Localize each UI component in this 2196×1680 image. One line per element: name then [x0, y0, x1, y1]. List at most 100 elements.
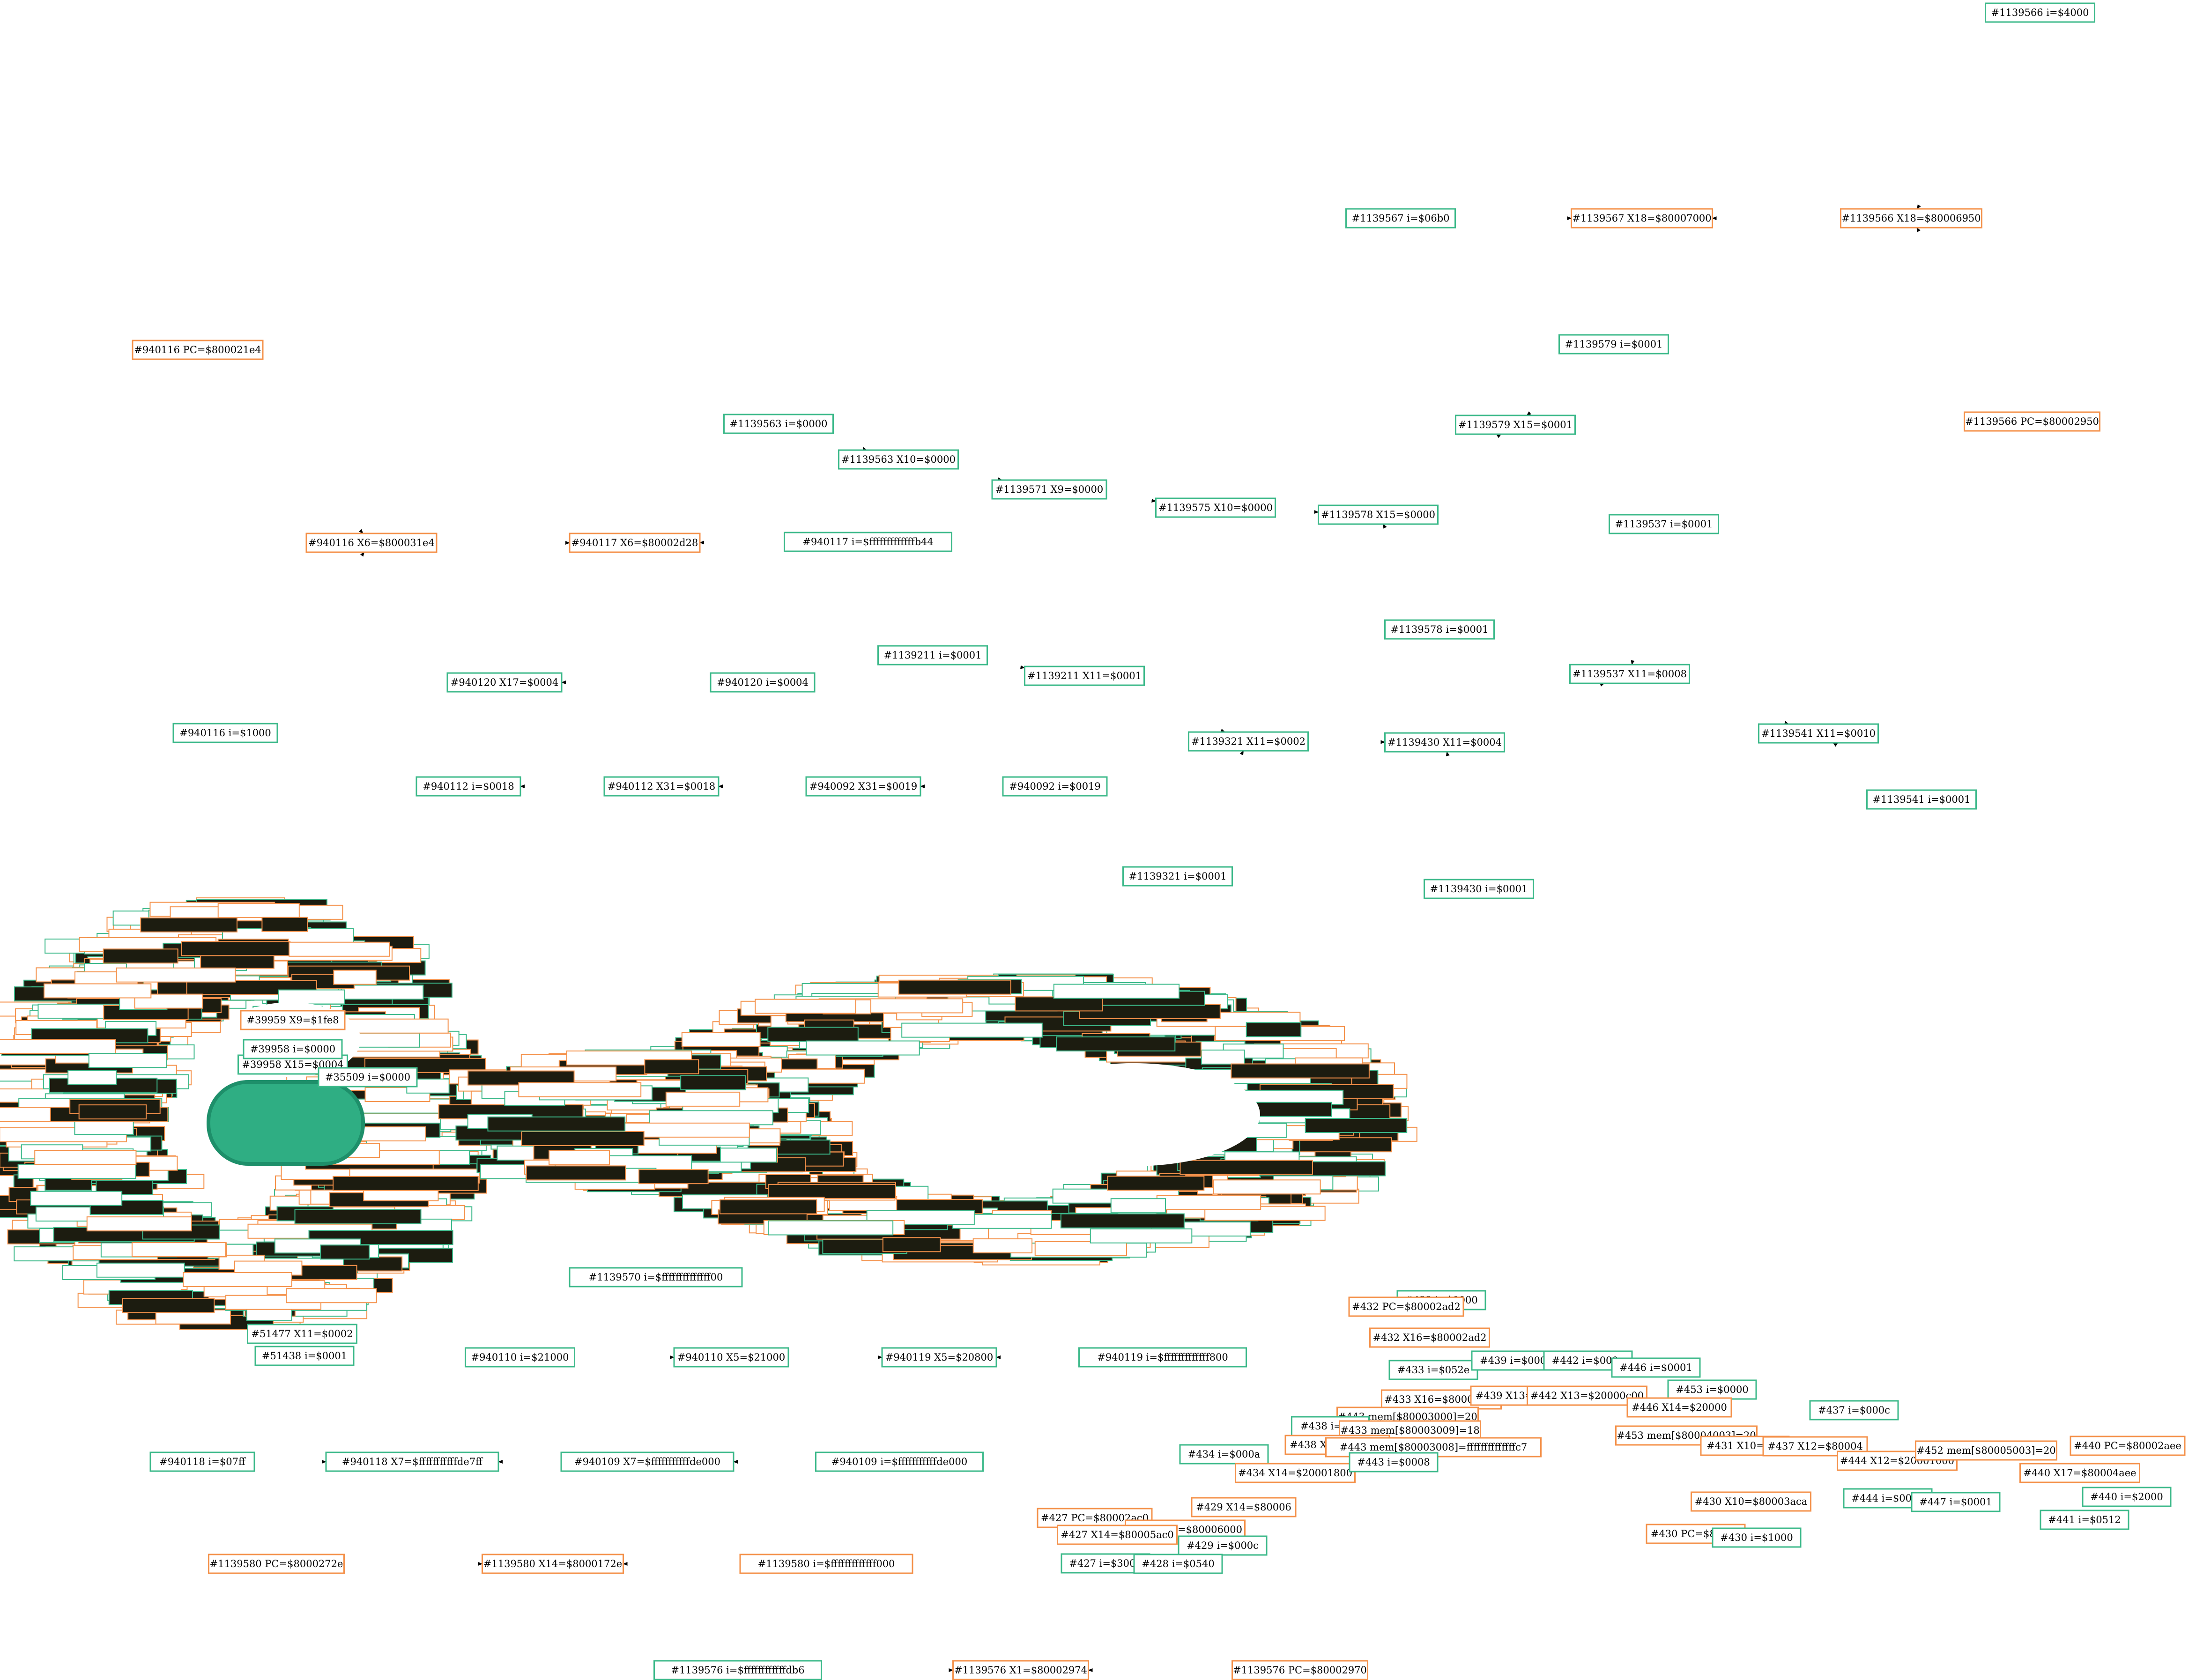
graph-node: #432 PC=$80002ad2 — [1348, 1296, 1464, 1317]
graph-node-box — [1985, 2, 2095, 23]
graph-node-label: #1139211 i=$0001 — [884, 650, 982, 661]
cluster-node — [78, 1104, 147, 1120]
cluster-node — [638, 1169, 709, 1184]
graph-node: #1139567 i=$06b0 — [1345, 208, 1456, 229]
graph-node: #453 i=$0000 — [1667, 1379, 1757, 1400]
graph-node: #940092 X31=$0019 — [805, 776, 921, 797]
cluster-node — [644, 1059, 699, 1074]
graph-edge — [1496, 434, 1502, 438]
graph-edge — [1600, 683, 1605, 687]
cluster-node — [1090, 1228, 1193, 1243]
graph-node: #447 i=$0001 — [1911, 1492, 2001, 1512]
graph-node-label: #446 X14=$20000 — [1632, 1402, 1727, 1413]
cluster-node — [17, 1163, 136, 1179]
graph-node-box — [673, 1347, 789, 1368]
graph-edge — [862, 447, 868, 451]
graph-node-box — [465, 1347, 575, 1368]
cluster-node — [278, 989, 345, 1005]
graph-edge — [997, 477, 1003, 481]
dense-node-cluster — [0, 897, 1417, 1330]
graph-node-box — [2082, 1487, 2172, 1507]
graph-node: #1139537 X11=$0008 — [1569, 664, 1690, 684]
graph-node: #1139541 i=$0001 — [1866, 789, 1977, 810]
cluster-node — [1231, 1063, 1370, 1079]
graph-node-label: #433 mem[$80003009]=18 — [1340, 1425, 1480, 1436]
graph-node-box — [247, 1324, 357, 1344]
graph-node-box — [482, 1554, 624, 1574]
graph-node-box — [1318, 504, 1439, 525]
graph-node-label: #427 X14=$80005ac0 — [1061, 1529, 1173, 1540]
graph-node-box — [240, 1010, 346, 1030]
graph-edge — [360, 552, 365, 557]
graph-node-label: #437 i=$000c — [1818, 1405, 1890, 1416]
cluster-node — [518, 1082, 642, 1097]
graph-node: #433 i=$052e — [1388, 1360, 1478, 1380]
graph-node: #444 X12=$20001000 — [1837, 1451, 1958, 1471]
graph-node-box — [1609, 514, 1719, 534]
cluster-core — [207, 1080, 365, 1166]
cluster-gap — [1007, 1063, 1260, 1166]
graph-node-label: #1139537 i=$0001 — [1615, 518, 1713, 530]
graph-node-label: #1139566 X18=$80006950 — [1841, 213, 1981, 224]
graph-edge — [1239, 750, 1244, 755]
graph-node-label: #440 i=$2000 — [2090, 1491, 2163, 1502]
graph-node: #1139580 X14=$8000172e — [482, 1554, 624, 1574]
graph-node-box — [653, 1660, 822, 1680]
cluster-node — [333, 1176, 479, 1191]
graph-node: #434 i=$000a — [1179, 1444, 1269, 1465]
graph-node-box — [318, 1067, 418, 1088]
graph-node-label: #1139566 PC=$80002950 — [1965, 416, 2099, 427]
graph-node-box — [172, 723, 278, 743]
graph-node-box — [1455, 414, 1576, 435]
graph-node-box — [838, 449, 959, 470]
graph-node-box — [1369, 1327, 1490, 1348]
cluster-node — [286, 1288, 377, 1303]
graph-node-box — [1915, 1440, 2057, 1461]
graph-node-box — [1809, 1400, 1899, 1421]
cluster-node — [649, 1110, 773, 1125]
graph-node-label: #1139563 X10=$0000 — [841, 454, 956, 465]
graph-node-box — [1179, 1444, 1269, 1465]
graph-node-label: #440 X17=$80004aee — [2023, 1467, 2136, 1479]
graph-node-box — [1188, 731, 1309, 752]
graph-node: #940116 PC=$800021e4 — [132, 340, 264, 360]
cluster-node — [333, 970, 377, 985]
cluster-node — [806, 1040, 920, 1056]
graph-node-label: #447 i=$0001 — [1919, 1496, 1992, 1508]
graph-node-label: #940092 X31=$0019 — [809, 781, 918, 792]
graph-node-label: #940112 X31=$0018 — [608, 781, 716, 792]
cluster-node — [972, 1238, 1033, 1254]
cluster-node — [67, 1070, 117, 1086]
graph-node-label: #452 mem[$80005003]=20 — [1916, 1445, 2056, 1456]
graph-node: #940116 X6=$800031e4 — [305, 533, 438, 553]
graph-node-box — [1155, 497, 1276, 518]
graph-node-label: #940116 i=$1000 — [179, 727, 271, 739]
graph-node: #1139579 i=$0001 — [1558, 334, 1669, 355]
graph-node-label: #940119 X5=$20800 — [885, 1352, 994, 1363]
graph-node: #1139571 X9=$0000 — [991, 479, 1107, 500]
graph-node: #443 i=$0008 — [1349, 1452, 1439, 1473]
graph-node-label: #940118 X7=$fffffffffffde7ff — [342, 1456, 483, 1467]
graph-node-label: #441 i=$0512 — [2048, 1514, 2121, 1525]
graph-edge — [1832, 742, 1838, 747]
graph-node: #1139576 PC=$80002970 — [1232, 1660, 1368, 1680]
graph-node-label: #443 mem[$80003008]=ffffffffffffffc7 — [1340, 1442, 1527, 1453]
graph-node-box — [208, 1554, 345, 1574]
graph-node-box — [1424, 879, 1534, 899]
graph-node-label: #428 i=$0540 — [1142, 1558, 1214, 1569]
graph-node-box — [1235, 1463, 1356, 1483]
graph-node-box — [1348, 1296, 1464, 1317]
cluster-node — [549, 1150, 610, 1165]
graph-node-label: #432 X16=$80002ad2 — [1372, 1332, 1486, 1343]
graph-edge — [1020, 665, 1025, 669]
graph-node-label: #1139578 i=$0001 — [1391, 624, 1489, 635]
cluster-node — [901, 1022, 1043, 1038]
graph-node-box — [1558, 334, 1669, 355]
graph-node-box — [1002, 776, 1108, 797]
graph-node-label: #940120 X17=$0004 — [451, 677, 559, 688]
graph-node-box — [784, 532, 952, 552]
graph-node-box — [877, 645, 988, 666]
graph-node-box — [1964, 411, 2100, 432]
graph-node: #440 X17=$80004aee — [2019, 1463, 2140, 1483]
graph-node-box — [1122, 866, 1233, 887]
